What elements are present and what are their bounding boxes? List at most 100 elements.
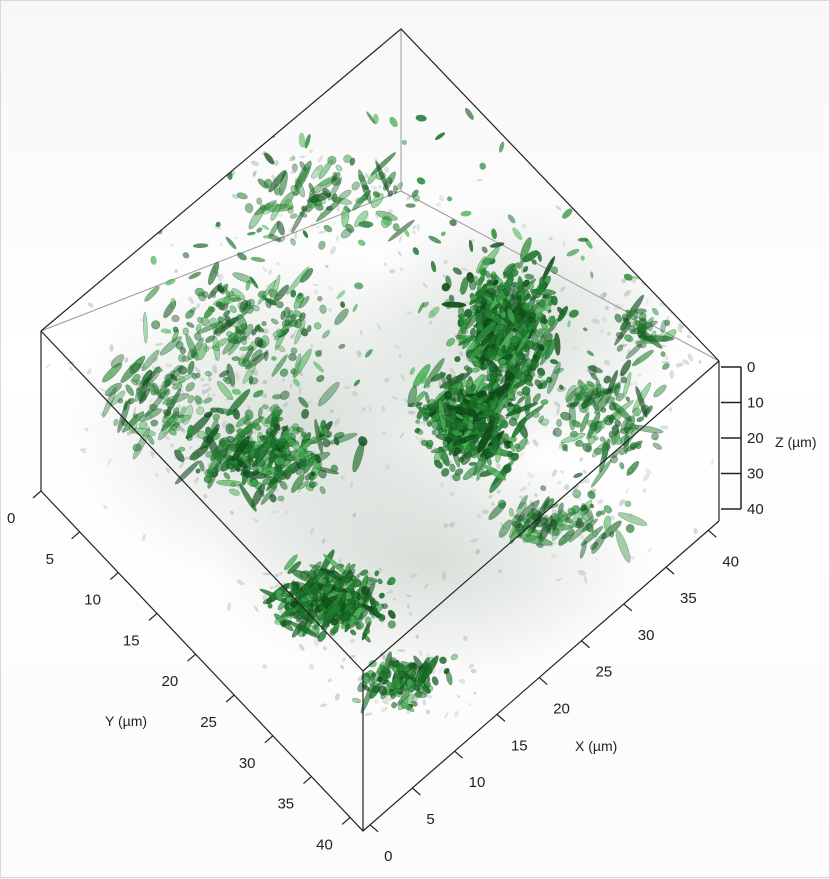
- haze-speck: [86, 368, 92, 375]
- haze-speck: [532, 439, 539, 447]
- haze-speck: [207, 460, 214, 468]
- haze-speck: [287, 227, 295, 232]
- z-axis-tick-label: 10: [747, 395, 764, 412]
- haze-speck: [264, 395, 268, 399]
- haze-speck: [406, 603, 410, 609]
- coccoid-cell: [577, 381, 583, 388]
- coccoid-cell: [635, 442, 642, 450]
- coccoid-cell: [556, 419, 563, 427]
- haze-speck: [318, 230, 327, 234]
- rod-cell: [641, 335, 675, 342]
- x-axis-tick-label: 15: [511, 737, 528, 754]
- haze-speck: [357, 677, 362, 682]
- haze-speck: [677, 324, 683, 333]
- haze-speck: [548, 236, 553, 241]
- haze-speck: [222, 420, 227, 429]
- coccoid-cell: [153, 368, 163, 373]
- haze-speck: [133, 406, 137, 416]
- scattered-cell: [434, 132, 446, 141]
- haze-speck: [350, 481, 354, 488]
- scattered-cell: [119, 235, 127, 240]
- coccoid-cell: [600, 510, 606, 516]
- haze-speck: [297, 214, 302, 220]
- haze-speck: [374, 213, 379, 219]
- haze-speck: [329, 409, 334, 413]
- coccoid-cell: [325, 205, 333, 211]
- haze-speck: [668, 407, 673, 412]
- haze-speck: [443, 523, 448, 528]
- scattered-cell: [113, 172, 130, 180]
- haze-speck: [381, 699, 390, 705]
- haze-speck: [669, 369, 675, 379]
- scattered-cell: [509, 126, 517, 134]
- haze-speck: [263, 328, 269, 334]
- haze-speck: [298, 643, 305, 652]
- haze-speck: [599, 329, 605, 334]
- haze-speck: [227, 602, 232, 611]
- coccoid-cell: [274, 456, 286, 466]
- coccoid-cell: [236, 192, 248, 200]
- x-axis-tick: [707, 529, 717, 538]
- haze-speck: [98, 387, 106, 392]
- haze-speck: [488, 494, 493, 499]
- haze-speck: [200, 377, 205, 382]
- haze-speck: [527, 482, 531, 487]
- haze-speck: [642, 488, 647, 493]
- haze-speck: [274, 584, 278, 589]
- haze-speck: [519, 486, 528, 492]
- haze-speck: [557, 480, 562, 485]
- coccoid-cell: [318, 240, 326, 250]
- coccoid-cell: [532, 354, 538, 360]
- haze-speck: [324, 264, 329, 269]
- haze-speck: [298, 386, 302, 395]
- z-axis-title: Z (µm): [775, 434, 817, 450]
- haze-speck: [633, 340, 641, 344]
- haze-speck: [162, 431, 170, 435]
- haze-speck: [235, 371, 240, 381]
- haze-speck: [550, 554, 557, 558]
- scattered-cell: [613, 179, 618, 194]
- haze-speck: [274, 189, 281, 195]
- haze-speck: [211, 392, 216, 397]
- haze-speck: [332, 221, 336, 225]
- x-axis-tick-label: 25: [595, 664, 612, 681]
- haze-speck: [519, 452, 524, 458]
- haze-speck: [343, 386, 351, 389]
- y-axis-tick: [225, 694, 235, 703]
- haze-speck: [500, 532, 508, 537]
- haze-speck: [184, 456, 190, 460]
- haze-speck: [627, 348, 631, 355]
- haze-speck: [422, 282, 428, 288]
- haze-speck: [686, 334, 692, 339]
- coccoid-cell: [261, 320, 267, 327]
- haze-speck: [273, 160, 279, 167]
- haze-speck: [470, 538, 479, 543]
- coccoid-cell: [274, 188, 283, 196]
- haze-speck: [252, 518, 259, 523]
- haze-speck: [189, 446, 192, 450]
- coccoid-cell: [291, 163, 298, 172]
- haze-speck: [534, 506, 542, 513]
- scattered-cell: [498, 141, 505, 153]
- haze-speck: [80, 448, 87, 453]
- haze-speck: [613, 303, 620, 308]
- haze-speck: [644, 468, 652, 475]
- coccoid-cell: [355, 197, 364, 204]
- haze-speck: [418, 650, 423, 657]
- scattered-cell: [261, 224, 270, 231]
- haze-speck: [214, 356, 219, 361]
- scattered-cell: [302, 230, 309, 238]
- y-axis-tick: [109, 572, 119, 581]
- haze-speck: [253, 368, 259, 374]
- y-axis-tick: [303, 776, 312, 785]
- coccoid-cell: [276, 301, 284, 309]
- haze-speck: [418, 436, 424, 444]
- scattered-cell: [256, 227, 263, 233]
- haze-speck: [471, 238, 476, 243]
- haze-speck: [579, 383, 584, 388]
- scattered-cell: [479, 162, 486, 170]
- haze-speck: [693, 527, 698, 535]
- haze-speck: [309, 526, 315, 535]
- haze-speck: [496, 462, 501, 470]
